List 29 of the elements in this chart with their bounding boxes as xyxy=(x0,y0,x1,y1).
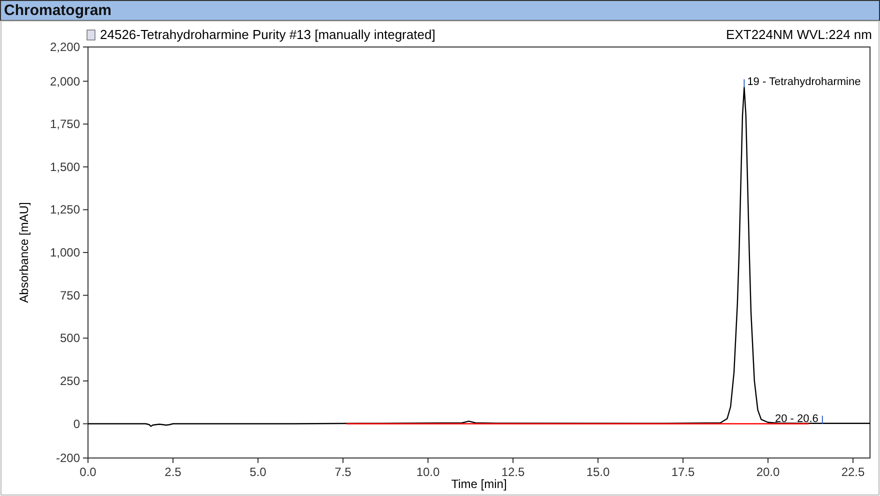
x-tick-label: 20.0 xyxy=(756,465,780,479)
y-tick-label: 1,000 xyxy=(50,246,80,260)
x-tick-label: 7.5 xyxy=(334,465,352,479)
x-tick-label: 15.0 xyxy=(586,465,610,479)
x-tick-label: 12.5 xyxy=(501,465,525,479)
x-tick-label: 10.0 xyxy=(416,465,440,479)
y-tick-label: 500 xyxy=(60,331,80,346)
y-tick-label: 250 xyxy=(60,374,80,388)
y-tick-label: 2,000 xyxy=(50,74,80,88)
chart-subtitle: 24526-Tetrahydroharmine Purity #13 [manually integrated] xyxy=(100,27,436,42)
x-tick-label: 22.5 xyxy=(841,465,865,479)
x-tick-label: 0.0 xyxy=(80,465,97,479)
x-tick-label: 5.0 xyxy=(250,465,267,479)
y-tick-label: 0 xyxy=(73,416,80,431)
y-tick-label: 2,200 xyxy=(50,40,80,54)
y-tick-label: -200 xyxy=(56,451,80,465)
text: EXT224NM WVL:224 nm xyxy=(726,27,872,42)
y-axis-title: Absorbance [mAU] xyxy=(17,202,31,303)
y-tick-label: 750 xyxy=(60,288,80,302)
annotation: 19 - Tetrahydroharmine xyxy=(747,76,861,88)
x-tick-label: 17.5 xyxy=(671,465,695,479)
y-tick-label: 1,500 xyxy=(50,160,80,174)
annotation: 20 - 20.6 xyxy=(774,412,818,425)
chart-title: Chromatogram xyxy=(4,2,112,19)
y-tick-label: 1,750 xyxy=(50,117,80,132)
line-series xyxy=(87,86,871,427)
y-tick-label: 1,250 xyxy=(50,202,80,217)
x-axis-title: Time [min] xyxy=(451,477,507,491)
x-tick-label: 2.5 xyxy=(164,465,182,479)
